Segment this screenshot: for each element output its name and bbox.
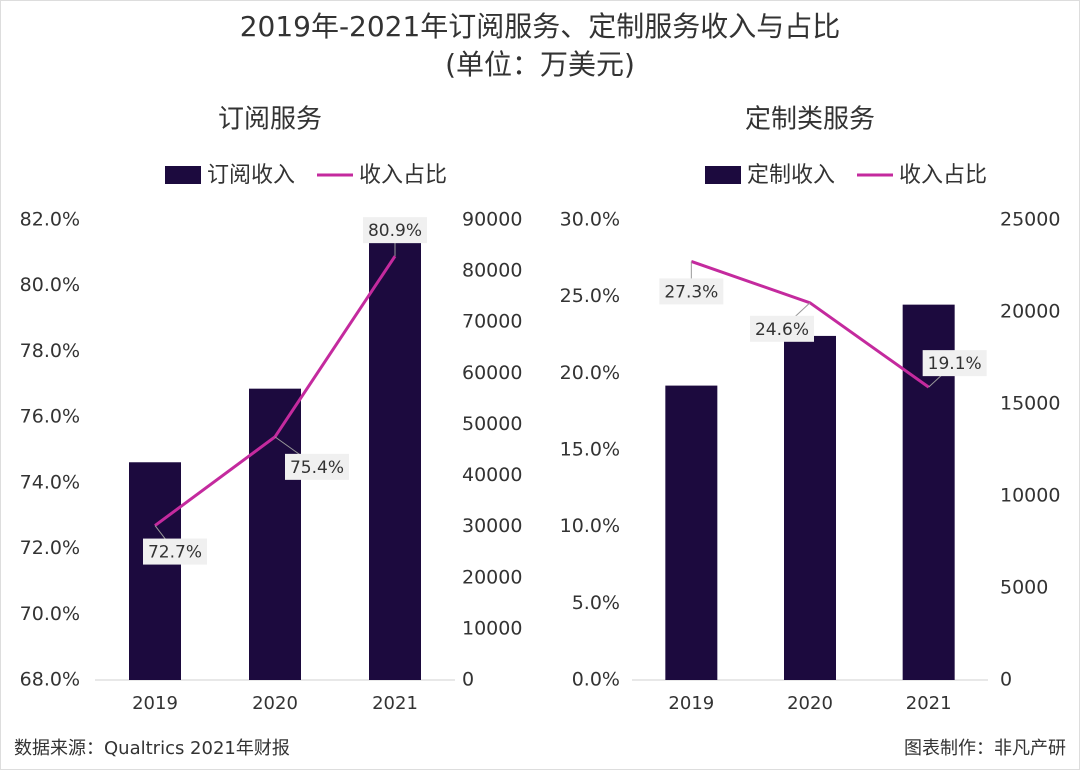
source: 数据来源：Qualtrics 2021年财报 — [14, 738, 290, 759]
legend-label: 定制收入 — [747, 163, 835, 188]
y-tick-label: 78.0% — [20, 340, 80, 362]
y-tick-label: 20.0% — [560, 362, 620, 384]
x-tick-label: 2019 — [132, 693, 178, 714]
data-label: 27.3% — [664, 282, 718, 302]
label-box — [750, 315, 814, 342]
data-label: 75.4% — [290, 458, 344, 478]
y-tick-label: 25.0% — [560, 285, 620, 307]
y2-tick-label: 25000 — [1000, 209, 1060, 231]
x-tick-label: 2019 — [668, 693, 714, 714]
label-box — [285, 453, 349, 480]
legend-label: 收入占比 — [899, 163, 987, 188]
y2-tick-label: 90000 — [462, 209, 522, 231]
x-tick-label: 2021 — [372, 693, 418, 714]
bar — [129, 462, 181, 680]
y2-tick-label: 70000 — [462, 311, 522, 333]
label-box — [143, 538, 207, 565]
y-tick-label: 10.0% — [560, 515, 620, 537]
x-tick-label: 2021 — [906, 693, 952, 714]
chart-subtitle: (单位：万美元) — [445, 48, 635, 81]
data-label: 72.7% — [148, 543, 202, 563]
y-tick-label: 0.0% — [572, 669, 620, 691]
y-tick-label: 72.0% — [20, 537, 80, 559]
y2-tick-label: 5000 — [1000, 577, 1048, 599]
bar — [249, 388, 301, 680]
y-tick-label: 5.0% — [572, 592, 620, 614]
credit: 图表制作：非凡产研 — [904, 738, 1066, 759]
bar — [784, 335, 836, 680]
label-box — [922, 350, 987, 377]
data-label: 80.9% — [368, 221, 422, 241]
y2-tick-label: 20000 — [462, 566, 522, 588]
label-box — [363, 217, 427, 244]
y-tick-label: 30.0% — [560, 209, 620, 231]
y2-tick-label: 10000 — [1000, 485, 1060, 507]
y2-tick-label: 60000 — [462, 362, 522, 384]
y-tick-label: 82.0% — [20, 209, 80, 231]
y-tick-label: 70.0% — [20, 603, 80, 625]
chart-title: 2019年-2021年订阅服务、定制服务收入与占比 — [240, 10, 841, 43]
panel-title: 订阅服务 — [218, 105, 322, 135]
y2-tick-label: 30000 — [462, 515, 522, 537]
y-tick-label: 68.0% — [20, 669, 80, 691]
label-box — [659, 278, 724, 305]
legend-swatch — [165, 166, 201, 184]
y2-tick-label: 50000 — [462, 413, 522, 435]
panel-title: 定制类服务 — [745, 105, 875, 135]
data-label: 24.6% — [755, 320, 809, 340]
y2-tick-label: 10000 — [462, 617, 522, 639]
y-tick-label: 76.0% — [20, 406, 80, 428]
legend-label: 收入占比 — [359, 163, 447, 188]
y2-tick-label: 0 — [1000, 669, 1012, 691]
y2-tick-label: 80000 — [462, 260, 522, 282]
line — [154, 255, 397, 527]
legend-label: 订阅收入 — [207, 163, 295, 188]
bar — [665, 385, 718, 680]
y2-tick-label: 40000 — [462, 464, 522, 486]
legend-swatch — [705, 166, 741, 184]
data-label: 19.1% — [928, 354, 982, 374]
bar — [369, 237, 421, 680]
x-tick-label: 2020 — [252, 693, 298, 714]
y-tick-label: 15.0% — [560, 439, 620, 461]
x-tick-label: 2020 — [787, 693, 833, 714]
y-tick-label: 80.0% — [20, 274, 80, 296]
y2-tick-label: 15000 — [1000, 393, 1060, 415]
y2-tick-label: 20000 — [1000, 301, 1060, 323]
y-tick-label: 74.0% — [20, 471, 80, 493]
y2-tick-label: 0 — [462, 669, 474, 691]
